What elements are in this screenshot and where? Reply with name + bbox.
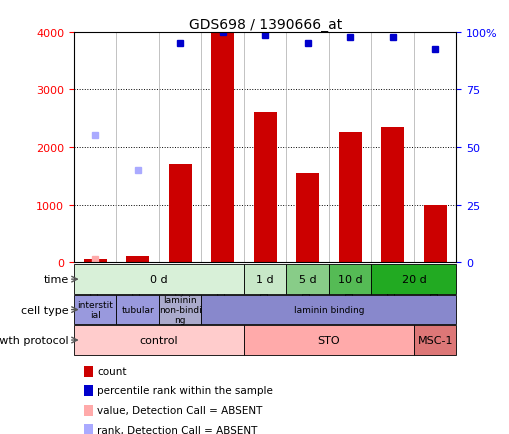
- Bar: [159, 295, 201, 325]
- Bar: [371, 265, 456, 294]
- Text: laminin
non-bindi
ng: laminin non-bindi ng: [158, 295, 201, 325]
- Text: 1 d: 1 d: [256, 275, 273, 284]
- Bar: [422, 205, 446, 263]
- Bar: [116, 295, 159, 325]
- Bar: [243, 326, 413, 355]
- Bar: [380, 128, 404, 263]
- Text: 10 d: 10 d: [337, 275, 362, 284]
- Text: tubular: tubular: [121, 306, 154, 314]
- Bar: [74, 326, 243, 355]
- Title: GDS698 / 1390666_at: GDS698 / 1390666_at: [188, 17, 341, 32]
- Bar: [74, 265, 243, 294]
- Text: growth protocol: growth protocol: [0, 335, 69, 345]
- Bar: [338, 133, 361, 263]
- Bar: [413, 326, 456, 355]
- Text: value, Detection Call = ABSENT: value, Detection Call = ABSENT: [97, 405, 262, 415]
- Text: percentile rank within the sample: percentile rank within the sample: [97, 386, 272, 395]
- Bar: [211, 33, 234, 263]
- Text: STO: STO: [317, 335, 340, 345]
- Text: cell type: cell type: [21, 305, 69, 315]
- Text: 20 d: 20 d: [401, 275, 426, 284]
- Bar: [126, 257, 149, 263]
- Bar: [83, 260, 107, 263]
- Text: time: time: [43, 275, 69, 284]
- Bar: [74, 295, 116, 325]
- Text: rank, Detection Call = ABSENT: rank, Detection Call = ABSENT: [97, 425, 257, 434]
- Text: interstit
ial: interstit ial: [77, 300, 113, 319]
- Text: 0 d: 0 d: [150, 275, 167, 284]
- Text: MSC-1: MSC-1: [417, 335, 452, 345]
- Bar: [295, 174, 319, 263]
- Text: count: count: [97, 366, 126, 376]
- Text: 5 d: 5 d: [298, 275, 316, 284]
- Bar: [328, 265, 371, 294]
- Bar: [201, 295, 456, 325]
- Bar: [253, 113, 276, 263]
- Bar: [286, 265, 328, 294]
- Text: control: control: [139, 335, 178, 345]
- Text: laminin binding: laminin binding: [293, 306, 363, 314]
- Bar: [168, 165, 191, 263]
- Bar: [243, 265, 286, 294]
